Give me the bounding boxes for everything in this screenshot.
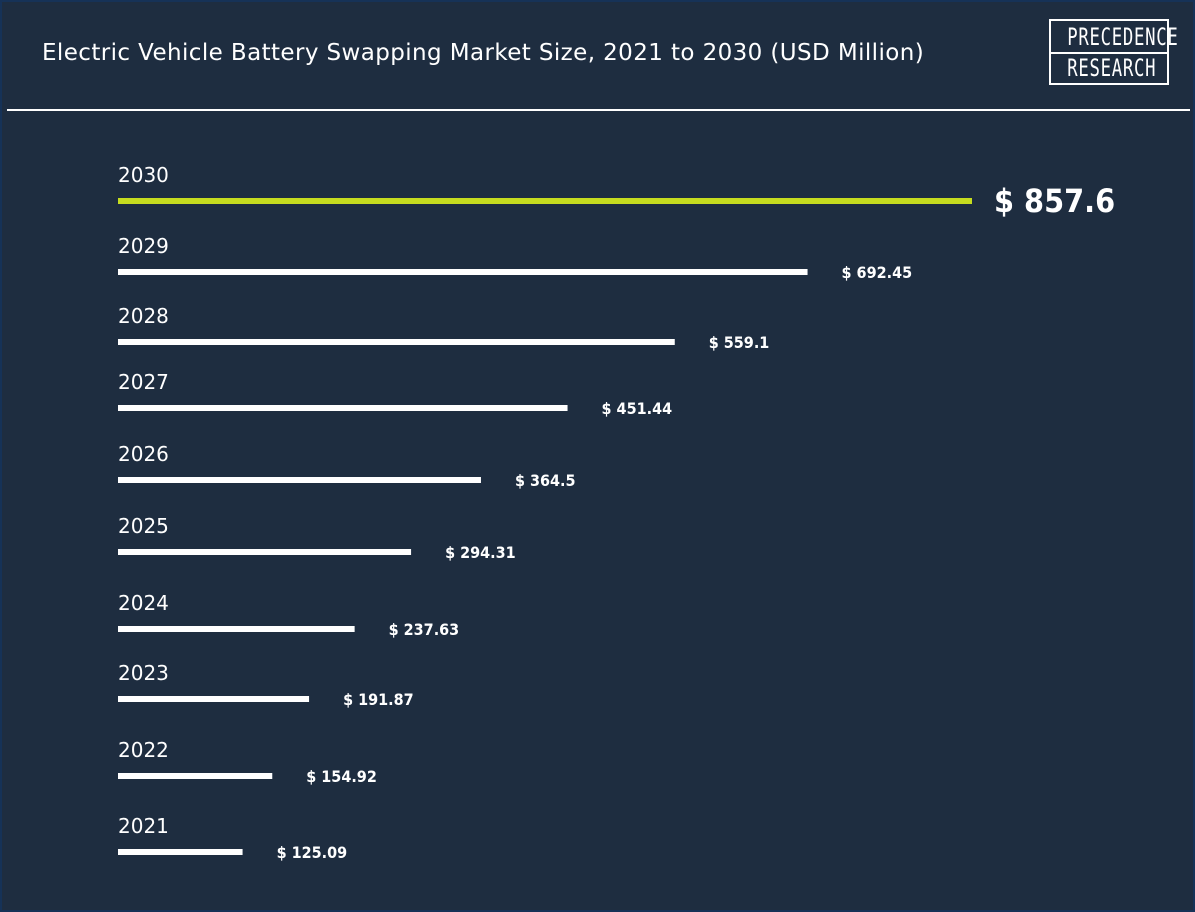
year-label-2030: 2030 [118, 163, 169, 187]
bar-2027 [118, 405, 568, 411]
precedence-research-logo: PRECEDENCE RESEARCH [1049, 19, 1178, 85]
chart-title: Electric Vehicle Battery Swapping Market… [42, 40, 925, 66]
bar-2026 [118, 477, 481, 483]
value-label-2027: $ 451.44 [602, 399, 673, 418]
value-label-2023: $ 191.87 [343, 690, 414, 709]
bar-2028 [118, 339, 675, 345]
bar-2021 [118, 849, 243, 855]
value-label-2028: $ 559.1 [709, 333, 770, 352]
value-label-2021: $ 125.09 [277, 843, 348, 862]
year-label-2028: 2028 [118, 304, 169, 328]
value-label-2030: $ 857.6 [994, 182, 1115, 220]
year-label-2024: 2024 [118, 591, 169, 615]
year-label-2025: 2025 [118, 514, 169, 538]
chart-header: Electric Vehicle Battery Swapping Market… [2, 2, 1193, 110]
bar-2029 [118, 269, 808, 275]
year-label-2022: 2022 [118, 738, 169, 762]
bar-2030 [118, 198, 972, 204]
bar-2025 [118, 549, 412, 555]
year-label-2029: 2029 [118, 234, 169, 258]
value-label-2029: $ 692.45 [842, 263, 913, 282]
year-label-2021: 2021 [118, 814, 169, 838]
year-label-2026: 2026 [118, 442, 169, 466]
bar-2024 [118, 626, 355, 632]
logo-divider [1051, 52, 1167, 54]
bar-2022 [118, 773, 273, 779]
value-label-2024: $ 237.63 [389, 620, 460, 639]
value-label-2022: $ 154.92 [306, 767, 377, 786]
value-label-2025: $ 294.31 [445, 543, 516, 562]
year-label-2027: 2027 [118, 370, 169, 394]
bar-2023 [118, 696, 310, 702]
header-rule [7, 109, 1190, 111]
logo-text-line2: RESEARCH [1067, 54, 1157, 82]
value-label-2026: $ 364.5 [515, 471, 576, 490]
year-label-2023: 2023 [118, 661, 169, 685]
